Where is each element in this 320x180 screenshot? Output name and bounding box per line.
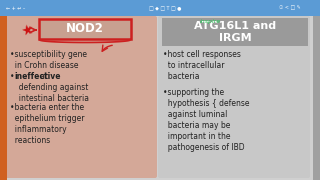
- FancyBboxPatch shape: [0, 0, 320, 16]
- Text: •: •: [10, 72, 14, 81]
- FancyBboxPatch shape: [0, 16, 7, 180]
- Text: •supporting the
  hypothesis { defense
  against luminal
  bacteria may be
  imp: •supporting the hypothesis { defense aga…: [163, 88, 250, 152]
- FancyBboxPatch shape: [162, 18, 308, 46]
- Text: ATG16L1 and
IRGM: ATG16L1 and IRGM: [194, 21, 276, 43]
- FancyBboxPatch shape: [158, 16, 310, 178]
- Text: □ ◆ □ T □ ●: □ ◆ □ T □ ●: [149, 6, 181, 10]
- Text: inspire: inspire: [200, 19, 221, 24]
- Text: ★: ★: [19, 22, 35, 38]
- FancyBboxPatch shape: [39, 19, 131, 39]
- Text: •host cell responses
  to intracellular
  bacteria: •host cell responses to intracellular ba…: [163, 50, 241, 81]
- Text: ☉ < □ ✎: ☉ < □ ✎: [279, 6, 301, 10]
- Text: •bacteria enter the
  epithelium trigger
  inflammatory
  reactions: •bacteria enter the epithelium trigger i…: [10, 103, 84, 145]
- Text: •susceptibility gene
  in Crohn disease: •susceptibility gene in Crohn disease: [10, 50, 87, 70]
- Text: at
  defending against
  intestinal bacteria: at defending against intestinal bacteria: [14, 72, 89, 103]
- Text: ← + ↩ –: ← + ↩ –: [6, 6, 25, 10]
- FancyBboxPatch shape: [5, 16, 157, 178]
- FancyBboxPatch shape: [313, 16, 320, 180]
- Text: NOD2: NOD2: [66, 22, 104, 35]
- Text: ineffective: ineffective: [14, 72, 60, 81]
